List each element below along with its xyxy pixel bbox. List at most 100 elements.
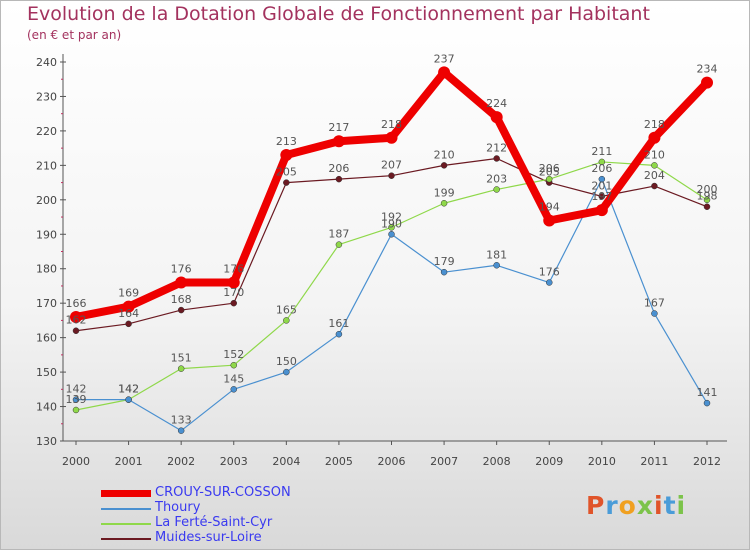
x-tick-label: 2005 (325, 455, 353, 468)
data-point (335, 241, 343, 248)
data-point (283, 368, 290, 376)
data-point (598, 175, 606, 183)
data-label: 210 (644, 148, 665, 161)
data-point (440, 162, 448, 169)
data-label: 205 (276, 166, 297, 179)
data-point (280, 149, 293, 162)
data-point (440, 268, 448, 276)
legend-label: Thoury (155, 500, 201, 515)
data-point (493, 155, 500, 162)
data-label: 194 (539, 200, 560, 213)
data-label: 166 (66, 297, 87, 310)
data-point (122, 300, 135, 313)
data-label: 170 (223, 286, 244, 299)
data-point (598, 158, 606, 166)
data-point (703, 203, 711, 210)
data-label: 179 (434, 255, 455, 268)
y-tick-label: 190 (36, 228, 57, 241)
y-tick-label: 220 (36, 125, 57, 138)
y-tick-label: 140 (36, 401, 57, 414)
data-label: 237 (434, 52, 455, 65)
data-point (651, 182, 658, 190)
data-point (125, 396, 132, 403)
x-tick-label: 2010 (588, 455, 616, 468)
logo-letter: i (676, 491, 687, 520)
logo-letter: x (636, 491, 654, 520)
data-label: 197 (591, 190, 612, 203)
data-point (177, 427, 185, 434)
data-label: 205 (539, 166, 560, 179)
data-label: 199 (434, 186, 455, 199)
data-point (177, 365, 185, 372)
data-label: 198 (697, 190, 718, 203)
data-label: 151 (171, 352, 192, 365)
series-la-ferte-saint-cyr (72, 158, 711, 414)
data-point (175, 276, 188, 289)
x-tick-label: 2003 (220, 455, 248, 468)
data-point (385, 131, 398, 144)
data-point (335, 175, 343, 183)
data-point (283, 179, 290, 186)
data-point (388, 172, 395, 179)
data-label: 218 (644, 118, 665, 131)
legend-label: CROUY-SUR-COSSON (155, 485, 291, 500)
data-label: 224 (486, 97, 507, 110)
x-tick-label: 2009 (535, 455, 563, 468)
x-tick-label: 2002 (167, 455, 195, 468)
data-label: 204 (644, 169, 665, 182)
x-tick-label: 2008 (483, 455, 511, 468)
data-point (70, 310, 82, 323)
series-crouy-sur-cosson (70, 66, 713, 323)
series-muides-sur-loire (72, 155, 711, 334)
legend-item-muides-sur-loire: Muides-sur-Loire (101, 530, 361, 546)
data-point (72, 327, 80, 334)
data-label: 206 (328, 162, 349, 175)
data-point (230, 299, 237, 307)
data-label: 206 (591, 162, 612, 175)
data-point (332, 135, 345, 148)
data-label: 218 (381, 118, 402, 131)
data-point (177, 306, 185, 314)
data-label: 164 (118, 307, 139, 320)
data-label: 213 (276, 135, 297, 148)
legend-swatch (101, 538, 151, 540)
data-label: 176 (539, 266, 560, 279)
data-label: 234 (697, 63, 718, 76)
legend: CROUY-SUR-COSSON Thoury La Ferté-Saint-C… (101, 485, 361, 546)
x-tick-label: 2006 (378, 455, 406, 468)
data-label: 217 (328, 121, 349, 134)
data-label: 167 (644, 297, 665, 310)
legend-item-la-ferte-saint-cyr: La Ferté-Saint-Cyr (101, 515, 361, 531)
data-point (230, 386, 237, 393)
data-point (438, 66, 451, 79)
axes: 130 140 150 160 170 180 190 200 210 220 230 240 2000… (36, 54, 727, 468)
data-point (490, 111, 503, 124)
data-point (335, 330, 343, 338)
logo-letter: t (663, 491, 677, 520)
data-label: 161 (328, 317, 349, 330)
data-point (701, 76, 713, 89)
data-label: 150 (276, 355, 297, 368)
data-label: 207 (381, 159, 402, 172)
data-label: 210 (434, 148, 455, 161)
data-label: 142 (118, 383, 139, 396)
data-label: 165 (276, 303, 297, 316)
y-tick-label: 130 (36, 435, 57, 448)
data-label: 145 (223, 372, 244, 385)
data-point (440, 200, 448, 207)
x-tick-label: 2011 (640, 455, 668, 468)
data-point (595, 204, 608, 217)
data-point (388, 224, 395, 231)
data-label: 181 (486, 248, 507, 261)
data-label: 187 (328, 228, 349, 241)
data-label: 212 (486, 141, 507, 154)
series-thoury (72, 175, 711, 434)
legend-label: La Ferté-Saint-Cyr (155, 515, 273, 530)
data-label: 192 (381, 210, 402, 223)
chart-subtitle: (en € et par an) (27, 28, 122, 42)
x-tick-label: 2012 (693, 455, 721, 468)
data-point (230, 361, 237, 369)
data-label: 169 (118, 287, 139, 300)
